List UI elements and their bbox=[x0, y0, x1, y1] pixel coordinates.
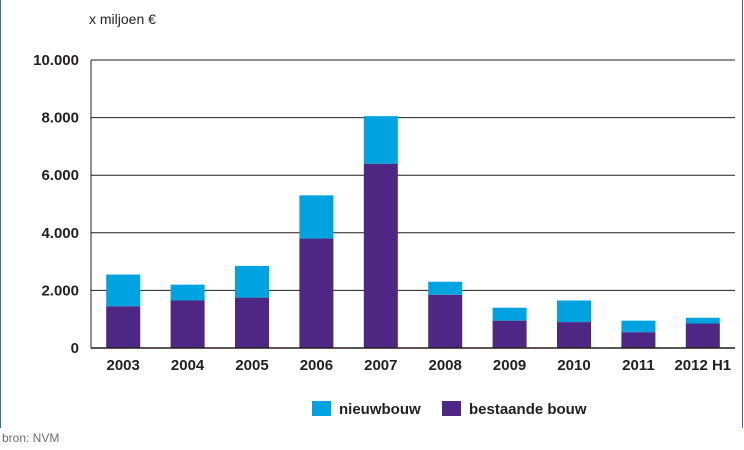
x-tick-label-6: 2009 bbox=[493, 357, 526, 374]
bar-2006-nieuwbouw bbox=[299, 195, 334, 239]
bar-2011-nieuwbouw bbox=[621, 320, 656, 333]
chart-frame: x miljoen € 0 2.000 4.000 6.000 8.000 10.000 … bbox=[0, 0, 743, 428]
bar-2005-bestaande-bouw bbox=[235, 297, 269, 348]
legend-swatch-bestaande-bouw bbox=[442, 401, 461, 416]
y-tick-label-1: 2.000 bbox=[41, 282, 79, 299]
x-tick-label-3: 2006 bbox=[300, 357, 333, 374]
y-tick-label-2: 4.000 bbox=[41, 225, 79, 242]
x-tick-label-4: 2007 bbox=[364, 357, 397, 374]
y-tick-label-4: 8.000 bbox=[41, 110, 79, 127]
axes bbox=[90, 60, 735, 349]
bar-2004-bestaande-bouw bbox=[170, 300, 205, 348]
bar-2012-H1-bestaande-bouw bbox=[685, 323, 720, 348]
bar-2009-nieuwbouw bbox=[492, 307, 527, 321]
bar-2006-bestaande-bouw bbox=[299, 238, 334, 348]
gridlines bbox=[91, 59, 735, 291]
legend-label-nieuwbouw: nieuwbouw bbox=[339, 401, 421, 418]
bar-2012-H1-nieuwbouw bbox=[685, 317, 720, 324]
x-tick-label-1: 2004 bbox=[171, 357, 205, 374]
y-tick-label-5: 10.000 bbox=[33, 52, 79, 69]
bar-2007-bestaande-bouw bbox=[363, 163, 398, 348]
bar-2008-bestaande-bouw bbox=[428, 294, 463, 348]
bar-2005-nieuwbouw bbox=[235, 265, 269, 298]
bar-2010-nieuwbouw bbox=[557, 300, 591, 323]
source-note: bron: NVM bbox=[2, 431, 60, 445]
bar-2008-nieuwbouw bbox=[428, 281, 463, 295]
x-tick-label-7: 2010 bbox=[557, 357, 590, 374]
x-tick-label-2: 2005 bbox=[235, 357, 268, 374]
bar-2009-bestaande-bouw bbox=[492, 320, 527, 348]
x-tick-label-0: 2003 bbox=[107, 357, 140, 374]
bar-2010-bestaande-bouw bbox=[557, 322, 591, 348]
legend-label-bestaande-bouw: bestaande bouw bbox=[469, 401, 587, 418]
y-tick-label-3: 6.000 bbox=[41, 167, 79, 184]
y-tick-label-0: 0 bbox=[71, 340, 79, 357]
x-tick-label-5: 2008 bbox=[429, 357, 462, 374]
legend-swatch-nieuwbouw bbox=[312, 401, 331, 416]
x-tick-label-8: 2011 bbox=[622, 357, 655, 374]
legend: nieuwbouw bestaande bouw bbox=[312, 401, 587, 418]
bar-2003-nieuwbouw bbox=[106, 274, 141, 307]
y-unit-label: x miljoen € bbox=[89, 11, 156, 27]
bar-2011-bestaande-bouw bbox=[621, 332, 656, 348]
bar-chart: x miljoen € 02.0004.0006.0008.00010.000 … bbox=[33, 11, 735, 418]
bar-2007-nieuwbouw bbox=[363, 116, 398, 164]
x-tick-label-9: 2012 H1 bbox=[674, 357, 731, 374]
bars bbox=[106, 116, 720, 348]
bar-2004-nieuwbouw bbox=[170, 284, 205, 301]
bar-2003-bestaande-bouw bbox=[106, 306, 141, 348]
x-tick-labels: 2003 2004 2005 2006 2007 2008 2009 2010 2011 2012… bbox=[107, 357, 732, 374]
y-tick-labels: 0 2.000 4.000 6.000 8.000 10.000 bbox=[33, 52, 79, 357]
